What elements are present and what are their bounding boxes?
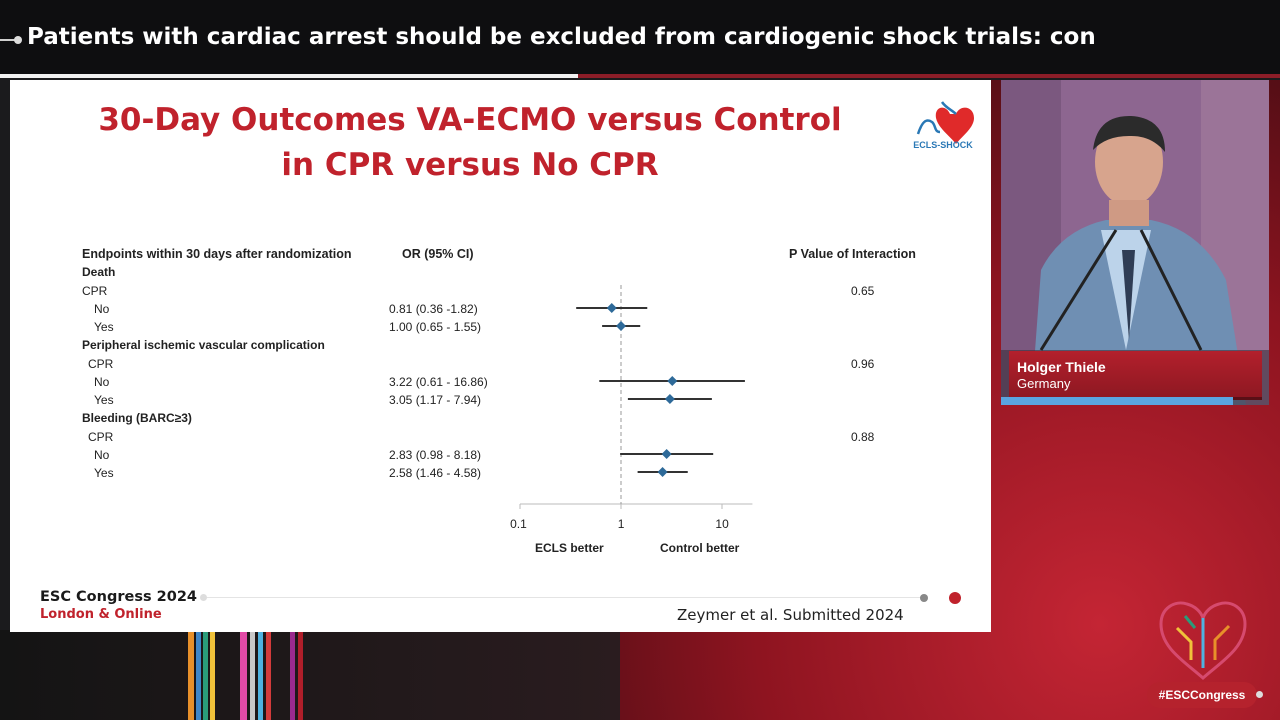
citation: Zeymer et al. Submitted 2024 xyxy=(677,606,904,624)
endpoint-label: Death xyxy=(82,265,116,279)
ecls-shock-logo-text: ECLS-SHOCK xyxy=(913,140,973,150)
decor-stripe xyxy=(266,632,271,720)
or-point-marker xyxy=(616,321,626,331)
decor-stripe xyxy=(203,632,208,720)
p-interaction-value: 0.88 xyxy=(851,430,875,444)
banner-accent-line xyxy=(578,74,1280,78)
or-point-marker xyxy=(667,376,678,386)
or-point-marker xyxy=(661,449,672,459)
row-label: Yes xyxy=(94,466,114,480)
location-online: Online xyxy=(114,607,162,622)
subgroup-label: CPR xyxy=(88,357,114,371)
speaker-silhouette-icon xyxy=(1001,80,1269,405)
or-ci-text: 2.83 (0.98 - 8.18) xyxy=(389,448,482,462)
row-label: No xyxy=(94,448,110,462)
decor-stripe xyxy=(196,632,201,720)
slide-title-line1: 30-Day Outcomes VA-ECMO versus Control xyxy=(98,102,842,138)
presentation-slide: 30-Day Outcomes VA-ECMO versus Control i… xyxy=(10,80,991,632)
footer-dot-icon xyxy=(920,594,928,602)
speaker-lower-third: Holger Thiele Germany xyxy=(1009,351,1262,400)
row-label: No xyxy=(94,375,110,389)
footer-dot-icon xyxy=(200,594,207,601)
p-interaction-value: 0.65 xyxy=(851,284,875,298)
or-ci-text: 3.05 (1.17 - 7.94) xyxy=(389,393,482,407)
or-point-marker xyxy=(657,467,668,477)
speaker-name: Holger Thiele xyxy=(1017,359,1106,375)
row-label: No xyxy=(94,302,110,316)
esc-heart-logo-icon xyxy=(1159,601,1247,681)
decor-stripe xyxy=(258,632,263,720)
decor-stripe xyxy=(210,632,215,720)
footer-dot-icon xyxy=(949,592,961,604)
decor-stripe xyxy=(298,632,303,720)
or-ci-text: 0.81 (0.36 -1.82) xyxy=(389,302,478,316)
esc-congress-label: ESC Congress 2024 xyxy=(40,589,197,605)
ecls-better-label: ECLS better xyxy=(535,541,604,555)
or-point-marker xyxy=(664,394,675,404)
esc-location-label: London & Online xyxy=(40,607,162,622)
background-dark-bottom xyxy=(0,630,620,720)
banner-dot-icon xyxy=(0,36,22,44)
subgroup-label: CPR xyxy=(88,430,114,444)
forest-plot xyxy=(519,285,753,509)
col-header-p: P Value of Interaction xyxy=(789,247,916,261)
slide-title: 30-Day Outcomes VA-ECMO versus Control i… xyxy=(10,98,930,188)
col-header-endpoints: Endpoints within 30 days after randomiza… xyxy=(82,247,352,261)
speaker-country: Germany xyxy=(1017,376,1071,391)
location-london: London xyxy=(40,607,94,622)
top-banner: Patients with cardiac arrest should be e… xyxy=(0,0,1280,78)
speaker-video xyxy=(1001,80,1269,405)
control-better-label: Control better xyxy=(660,541,740,555)
endpoint-label: Peripheral ischemic vascular complicatio… xyxy=(82,338,325,352)
banner-progress-line xyxy=(0,74,578,78)
p-interaction-value: 0.96 xyxy=(851,357,875,371)
hashtag-badge: #ESCCongress xyxy=(1147,682,1257,708)
lower-third-accent xyxy=(1001,397,1233,405)
or-ci-text: 1.00 (0.65 - 1.55) xyxy=(389,320,482,334)
x-tick-label: 1 xyxy=(617,517,625,531)
decor-stripe xyxy=(290,632,295,720)
row-label: Yes xyxy=(94,393,114,407)
decor-stripe xyxy=(188,632,194,720)
x-tick-label: 10 xyxy=(715,517,729,531)
ecls-shock-heart-icon xyxy=(916,101,974,144)
x-tick-label: 0.1 xyxy=(510,517,527,531)
subgroup-label: CPR xyxy=(82,284,108,298)
slide-title-line2: in CPR versus No CPR xyxy=(281,147,659,183)
hashtag-dot-icon xyxy=(1256,691,1263,698)
footer-divider xyxy=(205,597,923,598)
or-ci-text: 2.58 (1.46 - 4.58) xyxy=(389,466,482,480)
session-title: Patients with cardiac arrest should be e… xyxy=(27,24,1096,50)
decor-stripe xyxy=(240,632,247,720)
or-point-marker xyxy=(606,303,617,313)
endpoint-label: Bleeding (BARC≥3) xyxy=(82,411,192,425)
or-ci-text: 3.22 (0.61 - 16.86) xyxy=(389,375,488,389)
decor-stripe xyxy=(250,632,255,720)
location-amp: & xyxy=(98,607,110,622)
col-header-or: OR (95% CI) xyxy=(402,247,474,261)
row-label: Yes xyxy=(94,320,114,334)
